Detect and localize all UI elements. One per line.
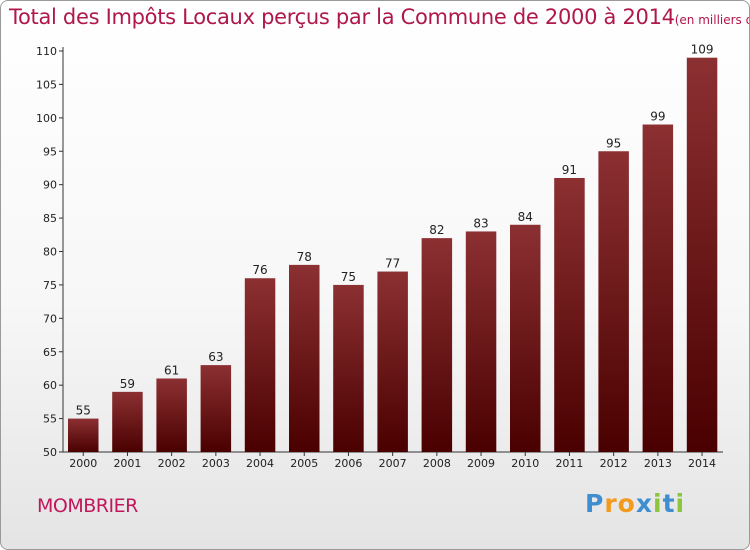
bar-value-label: 75 — [341, 270, 356, 284]
bar — [156, 378, 187, 452]
bar — [244, 278, 276, 452]
logo-letter: r — [604, 489, 618, 518]
bar-value-label: 78 — [297, 250, 312, 264]
x-tick-label: 2008 — [423, 457, 451, 470]
bar — [554, 177, 585, 452]
y-tick-label: 75 — [43, 279, 57, 292]
x-tick-label: 2011 — [555, 457, 583, 470]
bar — [598, 151, 629, 452]
chart-unit: (en milliers d'€) — [674, 13, 749, 27]
x-tick-label: 2014 — [688, 457, 716, 470]
logo-letter: o — [617, 489, 636, 518]
bar-value-label: 91 — [562, 163, 577, 177]
bar — [377, 271, 408, 452]
y-tick-label: 110 — [36, 45, 57, 58]
bar-value-label: 82 — [429, 223, 444, 237]
y-tick-label: 95 — [43, 145, 57, 158]
y-tick-label: 60 — [43, 379, 57, 392]
bar — [642, 124, 674, 453]
logo-letter: x — [635, 489, 653, 518]
commune-name: MOMBRIER — [37, 495, 138, 517]
y-tick-label: 90 — [43, 179, 57, 192]
y-tick-label: 80 — [43, 246, 57, 259]
logo-letter: P — [585, 489, 605, 518]
logo-letter: i — [675, 489, 686, 518]
bar-value-label: 77 — [385, 257, 400, 271]
x-tick-label: 2005 — [290, 457, 318, 470]
chart-axes: 50 55 60 65 70 75 80 85 90 95 100 105 110 2000 2001 200… — [36, 45, 723, 470]
y-tick-label: 105 — [36, 78, 57, 91]
bar — [510, 224, 541, 452]
y-tick-label: 65 — [43, 346, 57, 359]
bar — [333, 284, 364, 452]
bar — [112, 391, 143, 452]
proxiti-logo: Proxiti — [585, 489, 685, 518]
bar-value-label: 83 — [473, 216, 488, 230]
bar-value-label: 109 — [691, 43, 714, 57]
bar — [200, 365, 232, 452]
y-tick-label: 55 — [43, 413, 57, 426]
bar-value-label: 76 — [252, 263, 267, 277]
chart-title-row: Total des Impôts Locaux perçus par la Co… — [9, 5, 749, 29]
logo-letter: i — [653, 489, 663, 518]
bar-value-label: 59 — [120, 377, 135, 391]
bar-value-label: 99 — [650, 110, 665, 124]
bar-value-label: 55 — [76, 404, 91, 418]
logo-letter: t — [662, 489, 676, 518]
x-tick-label: 2009 — [467, 457, 495, 470]
x-tick-label: 2012 — [600, 457, 628, 470]
y-tick-label: 50 — [43, 446, 57, 459]
bar-value-label: 61 — [164, 363, 179, 377]
y-tick-label: 70 — [43, 312, 57, 325]
bar — [421, 238, 453, 452]
bar — [465, 231, 497, 452]
x-tick-label: 2001 — [113, 457, 141, 470]
bar — [289, 264, 320, 452]
bar — [68, 418, 99, 452]
x-tick-label: 2007 — [379, 457, 407, 470]
x-tick-label: 2004 — [246, 457, 274, 470]
bar-value-label: 63 — [208, 350, 223, 364]
bar — [686, 57, 718, 452]
bar-value-label: 84 — [518, 210, 533, 224]
x-tick-label: 2010 — [511, 457, 539, 470]
x-tick-label: 2002 — [158, 457, 186, 470]
bar-value-label: 95 — [606, 136, 621, 150]
y-tick-label: 100 — [36, 112, 57, 125]
chart-title: Total des Impôts Locaux perçus par la Co… — [9, 5, 675, 29]
y-tick-label: 85 — [43, 212, 57, 225]
x-tick-label: 2006 — [334, 457, 362, 470]
x-tick-label: 2003 — [202, 457, 230, 470]
chart-bars: 55 59 61 63 76 78 75 77 82 83 84 91 95 99 109 — [68, 43, 718, 453]
x-tick-label: 2000 — [69, 457, 97, 470]
x-tick-label: 2013 — [644, 457, 672, 470]
